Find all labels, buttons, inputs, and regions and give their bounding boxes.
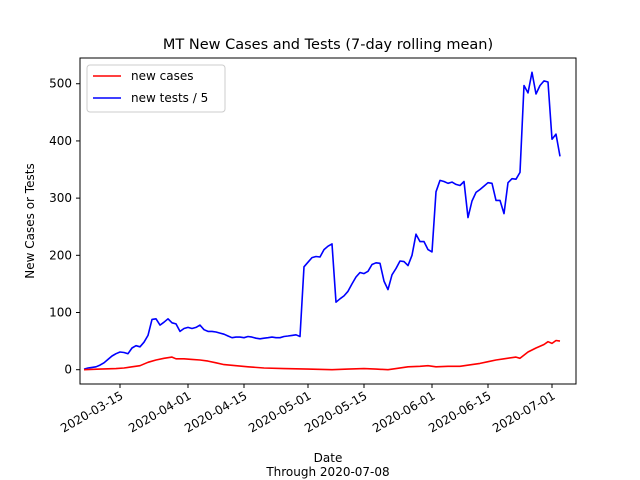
- y-tick-label: 200: [49, 248, 72, 262]
- y-tick-label: 100: [49, 306, 72, 320]
- plot-frame: [79, 57, 577, 385]
- y-tick-label: 500: [49, 77, 72, 91]
- series-line-new-cases: [83, 339, 561, 371]
- legend-label-new-tests: new tests / 5: [131, 91, 208, 105]
- legend-label-new-cases: new cases: [131, 69, 193, 83]
- legend-box: [86, 64, 226, 113]
- y-tick-label: 400: [49, 134, 72, 148]
- chart-title: MT New Cases and Tests (7-day rolling me…: [163, 37, 493, 53]
- legend: new cases new tests / 5: [86, 64, 226, 113]
- series-line-new-tests-5: [83, 71, 561, 370]
- series-layer: [83, 71, 561, 371]
- y-tick-label: 0: [64, 363, 72, 377]
- y-axis-label: New Cases or Tests: [23, 163, 37, 278]
- x-axis-sublabel: Through 2020-07-08: [265, 465, 389, 479]
- x-axis-label: Date: [314, 451, 343, 465]
- y-tick-label: 300: [49, 191, 72, 205]
